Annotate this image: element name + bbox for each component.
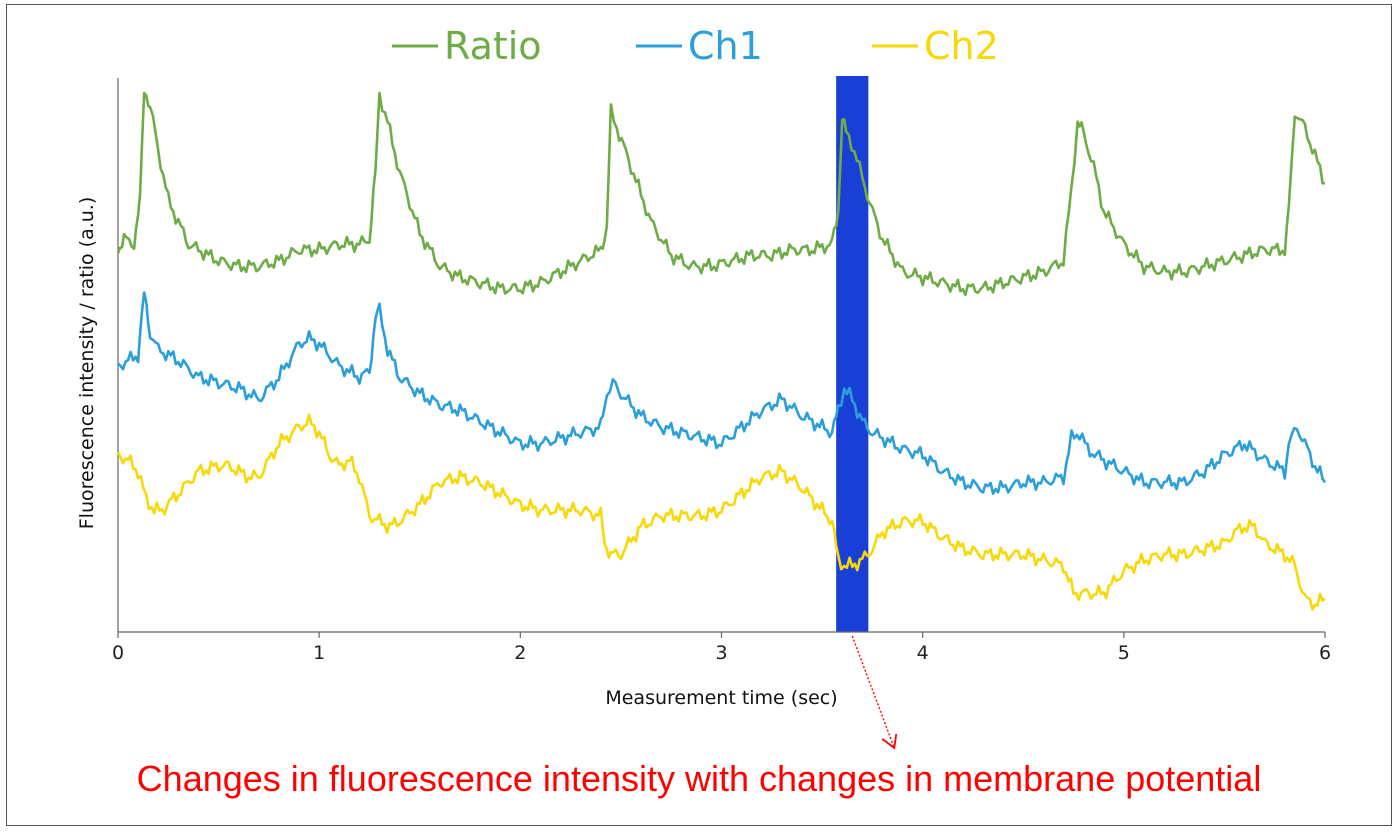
x-axis-title: Measurement time (sec) <box>605 687 837 709</box>
x-tick-label: 3 <box>715 642 727 664</box>
legend-label-ch2: Ch2 <box>924 24 999 68</box>
annotation-arrowhead <box>881 733 898 750</box>
x-tick-label: 2 <box>514 642 526 664</box>
figure-frame <box>6 4 1392 826</box>
highlight-band <box>836 76 869 632</box>
x-tick-label: 6 <box>1319 642 1331 664</box>
x-tick-label: 5 <box>1118 642 1130 664</box>
x-tick-label: 4 <box>917 642 929 664</box>
series-line-ch2 <box>116 413 1326 611</box>
y-axis-title: Fluorescence intensity / ratio (a.u.) <box>76 197 98 530</box>
x-ticks: 0 1 2 3 4 5 6 <box>112 632 1331 664</box>
x-tick-label: 1 <box>313 642 325 664</box>
annotation-text: Changes in fluorescence intensity with c… <box>137 758 1262 799</box>
legend-label-ratio: Ratio <box>444 24 542 68</box>
series-line-ch1 <box>117 291 1327 495</box>
series-line-ratio <box>116 91 1326 297</box>
series-group <box>116 91 1327 611</box>
legend-label-ch1: Ch1 <box>688 24 763 68</box>
annotation-arrow <box>851 635 895 749</box>
legend: Ratio Ch1 Ch2 <box>392 24 999 68</box>
x-tick-label: 0 <box>112 642 124 664</box>
